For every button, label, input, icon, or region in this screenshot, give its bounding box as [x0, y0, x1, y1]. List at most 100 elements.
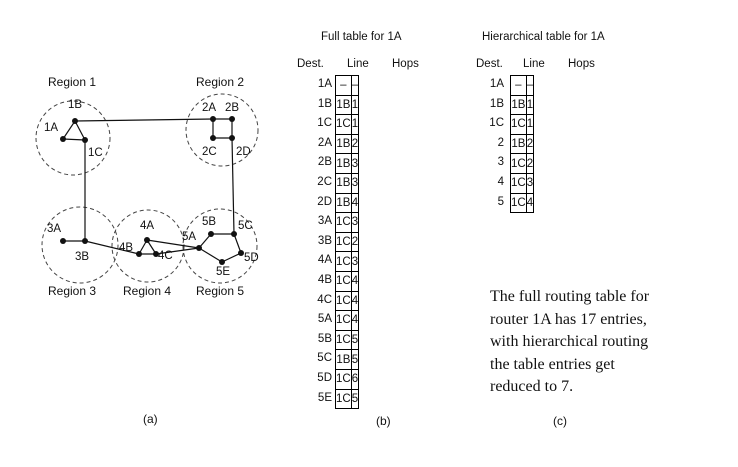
link-4a-5a	[146, 239, 200, 249]
table-row: – –	[335, 75, 360, 96]
hops-header: Hops	[568, 58, 595, 70]
router-node-4c	[153, 251, 159, 257]
table-row: 1B 2	[510, 133, 535, 155]
dest-cell: 5	[497, 195, 504, 208]
caption-a: (a)	[143, 412, 158, 426]
hops-cell: 1	[525, 114, 535, 135]
table-row: 1C 4	[335, 270, 360, 292]
line-cell: 1C	[335, 114, 352, 135]
dest-cell: 3A	[317, 215, 332, 228]
table-row: 1C 4	[335, 290, 360, 312]
router-node-4b	[136, 251, 142, 257]
table-row: 1C 2	[335, 231, 360, 253]
dest-cell: 2	[497, 136, 504, 149]
router-node-3a	[60, 238, 66, 244]
hops-cell: 6	[350, 368, 360, 390]
hops-cell: 2	[350, 231, 360, 253]
line-cell: –	[510, 75, 527, 96]
note-line: reduced to 7.	[490, 378, 574, 395]
link-1b-1c	[74, 120, 86, 141]
router-label-4c: 4C	[158, 250, 173, 262]
line-cell: 1B	[335, 349, 352, 370]
table-row: 1C 1	[335, 114, 360, 135]
dest-header: Dest.	[476, 58, 503, 70]
router-node-2b	[229, 116, 235, 122]
table-row: 1B 3	[335, 172, 360, 194]
region-label-3: Region 3	[48, 284, 96, 298]
table-row: 1C 2	[510, 153, 535, 174]
dest-cell: 4B	[317, 274, 332, 286]
note-line: the table entries get	[490, 355, 615, 373]
dest-header: Dest.	[297, 58, 324, 70]
table-grid: – –1B 1 1C 1 1B 2 1C 2 1C 3 1C 4	[510, 75, 535, 214]
router-node-5b	[208, 231, 214, 237]
hops-cell: 5	[350, 349, 360, 370]
dest-cell: 5D	[317, 372, 332, 384]
router-node-5a	[196, 245, 202, 251]
region-boundary-5	[182, 208, 258, 284]
router-label-5d: 5D	[244, 252, 259, 264]
router-label-5c: 5C	[238, 220, 253, 232]
line-cell: 1C	[335, 251, 352, 272]
hops-cell: 4	[350, 310, 360, 331]
router-node-5e	[219, 259, 225, 265]
router-label-5e: 5E	[216, 266, 230, 278]
table-row: 1C 6	[335, 368, 360, 390]
hops-cell: 3	[350, 212, 360, 233]
hops-cell: 1	[350, 114, 360, 135]
link-5c-5d	[233, 233, 242, 254]
router-node-4a	[144, 237, 150, 243]
table-row: 1B 4	[335, 192, 360, 214]
table-grid: – –1B 1 1C 1 1B 2 1B 3 1B 3 1B 4 1C 3 1C 2 1C 3 1C 4 1C 4 1C 4 1C…	[335, 75, 360, 410]
table-row: 1B 2	[335, 133, 360, 155]
line-cell: 1C	[335, 310, 352, 331]
region-boundary-2	[185, 93, 259, 167]
router-label-2c: 2C	[202, 146, 217, 158]
line-cell: 1B	[335, 153, 352, 174]
table-row: 1C 4	[335, 310, 360, 331]
line-cell: 1C	[335, 329, 352, 351]
table-row: 1B 1	[510, 94, 535, 116]
note-line: router 1A has 17 entries,	[490, 310, 647, 328]
hops-cell: 1	[525, 94, 535, 116]
dest-cell: 5C	[317, 352, 332, 365]
line-cell: 1C	[335, 270, 352, 292]
region-label-5: Region 5	[196, 284, 244, 298]
line-cell: –	[335, 75, 352, 96]
line-cell: 1C	[510, 192, 527, 214]
hops-cell: 4	[350, 290, 360, 312]
region-boundary-3	[41, 206, 119, 284]
router-label-2a: 2A	[202, 102, 216, 114]
hops-cell: 4	[350, 192, 360, 214]
router-label-4a: 4A	[140, 220, 154, 232]
dest-cell: 4C	[317, 293, 332, 306]
link-1a-1b	[62, 120, 76, 140]
region-label-1: Region 1	[48, 75, 96, 89]
router-node-1b	[72, 118, 78, 124]
full-table-title: Full table for 1A	[321, 31, 402, 43]
link-1a-1c	[62, 138, 86, 141]
line-cell: 1B	[335, 192, 352, 214]
table-row: 1C 3	[335, 212, 360, 233]
router-label-1b: 1B	[68, 99, 82, 111]
line-cell: 1C	[510, 153, 527, 174]
region-label-2: Region 2	[196, 75, 244, 89]
link-1b-2a	[74, 118, 214, 122]
table-row: 1C 4	[510, 192, 535, 214]
table-row: 1C 5	[335, 329, 360, 351]
hier-table-title: Hierarchical table for 1A	[482, 31, 605, 43]
link-5e-5a	[198, 247, 223, 263]
line-cell: 1C	[510, 172, 527, 194]
dest-cell: 4A	[317, 254, 332, 267]
table-row: 1C 3	[510, 172, 535, 194]
router-node-5c	[231, 231, 237, 237]
note-line: The full routing table for	[490, 288, 650, 305]
hops-cell: 3	[350, 172, 360, 194]
router-node-1a	[60, 136, 66, 142]
dest-cell: 2B	[317, 156, 332, 169]
hops-cell: –	[350, 75, 360, 96]
hops-cell: 4	[350, 270, 360, 292]
region-boundary-1	[35, 100, 111, 176]
hops-header: Hops	[392, 58, 419, 70]
router-node-3b	[82, 238, 88, 244]
